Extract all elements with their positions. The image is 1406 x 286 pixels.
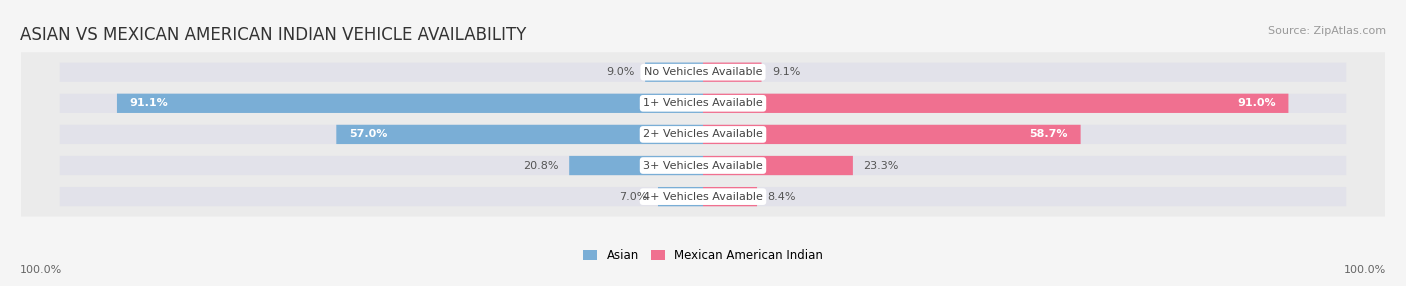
Text: 57.0%: 57.0% (349, 130, 388, 139)
FancyBboxPatch shape (703, 125, 1347, 144)
Text: ASIAN VS MEXICAN AMERICAN INDIAN VEHICLE AVAILABILITY: ASIAN VS MEXICAN AMERICAN INDIAN VEHICLE… (20, 26, 526, 44)
FancyBboxPatch shape (645, 63, 703, 82)
FancyBboxPatch shape (117, 94, 703, 113)
FancyBboxPatch shape (569, 156, 703, 175)
FancyBboxPatch shape (703, 94, 1288, 113)
FancyBboxPatch shape (20, 146, 1386, 185)
FancyBboxPatch shape (703, 156, 853, 175)
Text: No Vehicles Available: No Vehicles Available (644, 67, 762, 77)
FancyBboxPatch shape (59, 94, 703, 113)
FancyBboxPatch shape (59, 125, 703, 144)
FancyBboxPatch shape (20, 52, 1386, 92)
Text: 9.0%: 9.0% (606, 67, 636, 77)
Text: 23.3%: 23.3% (863, 160, 898, 170)
Text: 91.1%: 91.1% (129, 98, 169, 108)
Text: 3+ Vehicles Available: 3+ Vehicles Available (643, 160, 763, 170)
FancyBboxPatch shape (658, 187, 703, 206)
FancyBboxPatch shape (703, 187, 756, 206)
Text: Source: ZipAtlas.com: Source: ZipAtlas.com (1268, 26, 1386, 36)
Text: 20.8%: 20.8% (523, 160, 560, 170)
Text: 1+ Vehicles Available: 1+ Vehicles Available (643, 98, 763, 108)
Text: 9.1%: 9.1% (772, 67, 800, 77)
FancyBboxPatch shape (703, 63, 1347, 82)
FancyBboxPatch shape (20, 114, 1386, 154)
Text: 58.7%: 58.7% (1029, 130, 1067, 139)
Text: 91.0%: 91.0% (1237, 98, 1275, 108)
FancyBboxPatch shape (59, 63, 703, 82)
FancyBboxPatch shape (703, 63, 762, 82)
FancyBboxPatch shape (703, 187, 1347, 206)
FancyBboxPatch shape (20, 84, 1386, 123)
Text: 2+ Vehicles Available: 2+ Vehicles Available (643, 130, 763, 139)
FancyBboxPatch shape (703, 94, 1347, 113)
Text: 7.0%: 7.0% (619, 192, 648, 202)
Text: 8.4%: 8.4% (768, 192, 796, 202)
Text: 4+ Vehicles Available: 4+ Vehicles Available (643, 192, 763, 202)
FancyBboxPatch shape (336, 125, 703, 144)
Text: 100.0%: 100.0% (1344, 265, 1386, 275)
FancyBboxPatch shape (59, 156, 703, 175)
FancyBboxPatch shape (20, 177, 1386, 217)
FancyBboxPatch shape (59, 187, 703, 206)
Text: 100.0%: 100.0% (20, 265, 62, 275)
FancyBboxPatch shape (703, 156, 1347, 175)
Legend: Asian, Mexican American Indian: Asian, Mexican American Indian (578, 244, 828, 267)
FancyBboxPatch shape (703, 125, 1081, 144)
